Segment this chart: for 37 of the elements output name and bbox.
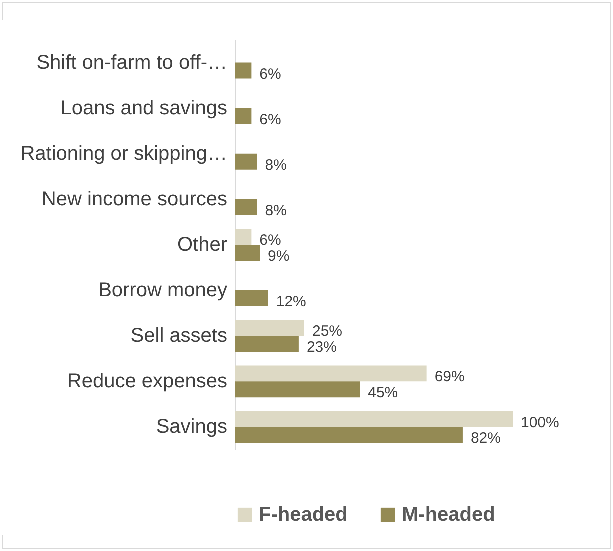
data-label: 6% xyxy=(260,111,282,128)
legend-label: M-headed xyxy=(402,504,496,526)
y-tick-label: Sell assets xyxy=(130,325,228,348)
bar xyxy=(235,290,268,306)
bar xyxy=(235,62,252,79)
data-label: 82% xyxy=(470,430,501,448)
data-label: 23% xyxy=(306,339,337,356)
bar xyxy=(235,411,513,428)
y-tick-label: Reduce expenses xyxy=(67,370,228,393)
y-tick-label: Shift on-farm to off-… xyxy=(36,52,228,74)
y-tick-label: Savings xyxy=(156,416,228,438)
data-label: 12% xyxy=(276,294,306,311)
y-tick-label: Loans and savings xyxy=(60,97,228,120)
bar xyxy=(235,229,252,245)
data-label: 9% xyxy=(268,248,290,265)
data-label: 69% xyxy=(434,368,465,386)
bar xyxy=(235,199,258,216)
data-label: 25% xyxy=(312,323,343,340)
bar xyxy=(235,320,304,336)
y-tick-label: Rationing or skipping… xyxy=(20,142,228,165)
y-tick-label: Other xyxy=(177,234,228,256)
bar xyxy=(235,108,252,124)
data-label: 8% xyxy=(265,156,287,174)
data-label: 100% xyxy=(521,414,560,432)
y-tick-label: Borrow money xyxy=(98,280,228,302)
data-label: 6% xyxy=(260,66,282,83)
bar xyxy=(235,366,427,382)
bar xyxy=(235,154,258,170)
data-label: 45% xyxy=(368,384,398,402)
y-tick-label: New income sources xyxy=(42,188,228,210)
bar xyxy=(235,382,360,398)
data-label: 6% xyxy=(260,232,282,250)
bar xyxy=(235,336,299,352)
data-label: 8% xyxy=(265,202,287,220)
bar xyxy=(235,245,260,261)
bar xyxy=(235,427,463,444)
legend-label: F-headed xyxy=(259,504,348,526)
